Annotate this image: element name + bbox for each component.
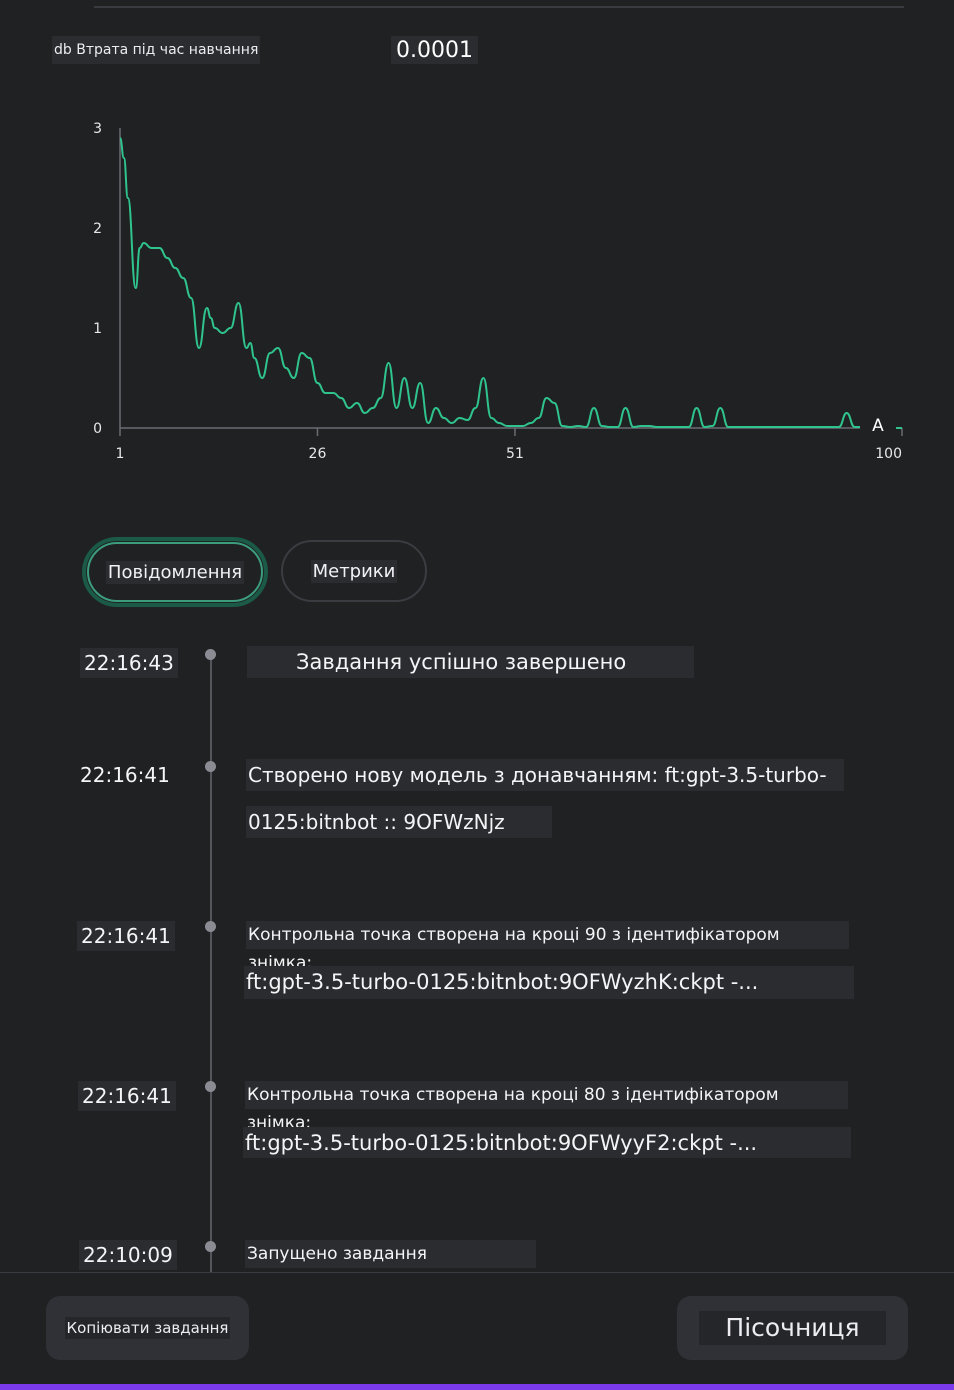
footer-accent-bar (0, 1384, 954, 1390)
top-divider (94, 6, 904, 8)
x-tick-label: 100 (875, 446, 902, 462)
tab-messages[interactable]: Повідомлення (82, 537, 268, 607)
tab-metrics-label: Метрики (310, 559, 398, 583)
event-message: Запущено завдання донавчання (245, 1240, 536, 1292)
sandbox-button[interactable]: Пісочниця (677, 1296, 908, 1360)
timeline-line (210, 652, 212, 1272)
timeline-dot (205, 1081, 216, 1092)
tab-metrics[interactable]: Метрики (281, 540, 427, 602)
event-time: 22:16:43 (80, 648, 178, 678)
timeline-dot (205, 921, 216, 932)
event-message-detail: ft:gpt-3.5-turbo-0125:bitnbot:9OFWyzhK:c… (244, 966, 854, 999)
event-message: Контрольна точка створена на кроці 90 з … (246, 921, 849, 973)
end-marker-label: A (872, 416, 884, 436)
event-message: Контрольна точка створена на кроці 80 з … (245, 1081, 848, 1133)
event-message: Створено нову модель з донавчанням: ft:g… (246, 759, 844, 791)
timeline-dot (205, 1241, 216, 1252)
x-tick-label: 51 (506, 446, 524, 462)
event-time: 22:10:09 (79, 1240, 177, 1270)
loss-label: db Втрата під час навчання (52, 36, 261, 64)
y-tick-label: 1 (93, 321, 102, 337)
event-time: 22:16:41 (80, 763, 170, 787)
event-time: 22:16:41 (77, 921, 175, 951)
y-tick-label: 2 (93, 221, 102, 237)
event-message-detail: 0125:bitnbot :: 9OFWzNjz (246, 806, 552, 838)
y-tick-label: 0 (93, 421, 102, 437)
event-time: 22:16:41 (78, 1081, 176, 1111)
event-message-detail: ft:gpt-3.5-turbo-0125:bitnbot:9OFWyyF2:c… (243, 1127, 851, 1158)
sandbox-label: Пісочниця (699, 1311, 886, 1345)
copy-job-label: Копіювати завдання (64, 1317, 231, 1339)
x-tick-label: 26 (309, 446, 327, 462)
end-marker-bg (860, 412, 896, 436)
y-tick-label: 3 (93, 121, 102, 137)
copy-job-button[interactable]: Копіювати завдання (46, 1296, 249, 1360)
tab-messages-label: Повідомлення (105, 560, 245, 584)
timeline-dot (205, 649, 216, 660)
loss-series-line (119, 137, 902, 429)
event-message: Завдання успішно завершено (247, 646, 694, 678)
loss-value: 0.0001 (391, 36, 478, 64)
x-tick-label: 1 (116, 446, 125, 462)
timeline-dot (205, 761, 216, 772)
